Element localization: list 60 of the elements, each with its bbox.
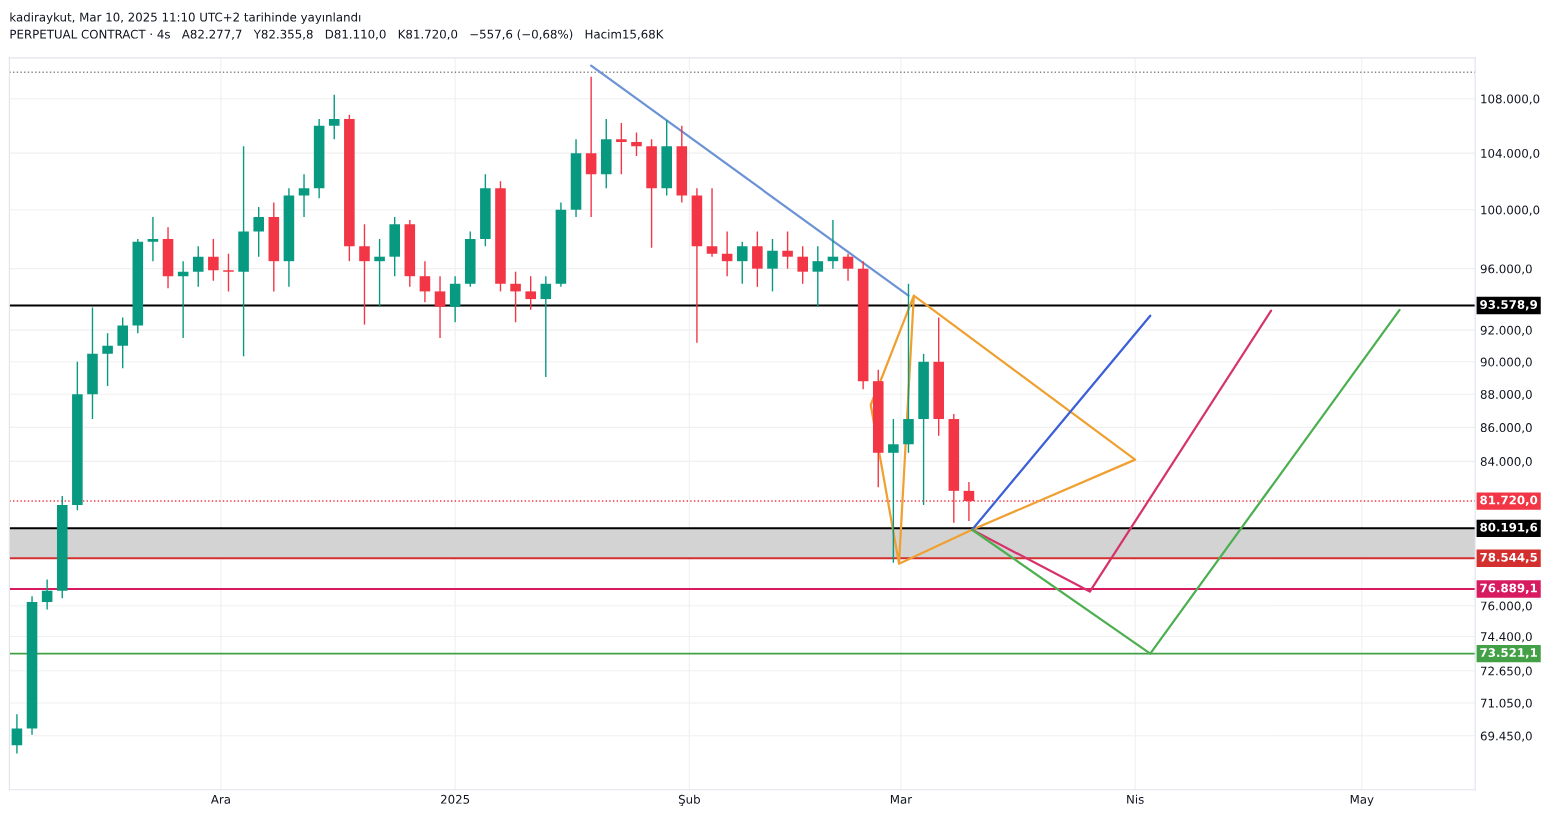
candlestick xyxy=(147,216,159,262)
x-tick-label: Mar xyxy=(890,795,913,804)
ref-line-label: 78.544,5 xyxy=(1480,552,1537,564)
candlestick xyxy=(11,713,23,755)
candlestick xyxy=(888,418,899,564)
x-tick-label: 2025 xyxy=(440,794,470,804)
candlestick xyxy=(449,275,461,323)
candlestick xyxy=(752,230,763,288)
candlestick xyxy=(359,223,370,326)
ref-line-label: 93.578,9 xyxy=(1480,300,1538,311)
candlestick xyxy=(510,270,521,323)
y-tick-label: 84.000,0 xyxy=(1480,457,1532,468)
candlestick xyxy=(631,131,642,157)
y-tick-label: 108.000,0 xyxy=(1481,94,1540,105)
candlestick xyxy=(253,206,264,258)
chart-title: PERPETUAL CONTRACT · 4s A82.277,7 Y82.355,8 D81.110,0 K81.720,0 −557,6 (−0,68%) Hacim15,68K xyxy=(10,29,664,40)
candlestick xyxy=(208,238,219,282)
candlestick xyxy=(585,76,597,218)
x-tick-label: Nis xyxy=(1127,794,1144,804)
y-tick-label: 96.000,0 xyxy=(1480,264,1532,275)
y-tick-label: 92.000,0 xyxy=(1480,325,1532,336)
candlestick xyxy=(328,94,340,141)
y-tick-label: 88.000,0 xyxy=(1480,389,1532,401)
candlestick xyxy=(842,253,854,282)
ref-line-label: 73.521,1 xyxy=(1480,648,1537,659)
candlestick xyxy=(117,316,128,369)
ref-line-label: 76.889,1 xyxy=(1480,583,1537,594)
candlestick xyxy=(374,238,385,308)
candlestick xyxy=(767,238,778,293)
candlestick xyxy=(434,275,446,339)
y-tick-label: 100.000,0 xyxy=(1481,205,1540,216)
candlestick xyxy=(525,275,536,311)
candlestick xyxy=(782,230,793,270)
candlestick xyxy=(706,187,718,258)
y-tick-label: 71.050,0 xyxy=(1480,698,1532,709)
candlestick xyxy=(419,260,431,303)
ref-line-label: 80.191,6 xyxy=(1480,522,1538,534)
candlestick xyxy=(797,245,808,285)
text: kadiraykut, Mar 10, 2025 11:10 UTC+2 tarihinde yayınlandı xyxy=(10,12,361,24)
x-tick-label: Ara xyxy=(210,795,230,804)
candlestick xyxy=(41,578,53,611)
y-tick-label: 86.000,0 xyxy=(1480,423,1532,434)
candlestick xyxy=(540,275,552,378)
x-tick-label: Şub xyxy=(678,794,700,806)
x-tick-label: May xyxy=(1350,795,1374,807)
y-tick-label: 104.000,0 xyxy=(1481,148,1540,160)
candlestick xyxy=(192,245,204,288)
y-tick-label: 74.400,0 xyxy=(1480,632,1532,643)
candlestick xyxy=(298,173,310,218)
y-tick-label: 69.450,0 xyxy=(1480,731,1532,742)
ref-line-label: 81.720,0 xyxy=(1480,495,1538,506)
line-series xyxy=(869,294,1137,565)
y-tick-label: 90.000,0 xyxy=(1480,357,1532,368)
candlestick xyxy=(736,241,748,285)
candlestick xyxy=(616,122,627,175)
candlestick xyxy=(102,332,113,387)
candlestick xyxy=(812,245,824,308)
candlestick xyxy=(223,253,234,293)
y-tick-label: 76.000,0 xyxy=(1480,601,1532,612)
y-tick-label: 72.650,0 xyxy=(1480,666,1532,677)
